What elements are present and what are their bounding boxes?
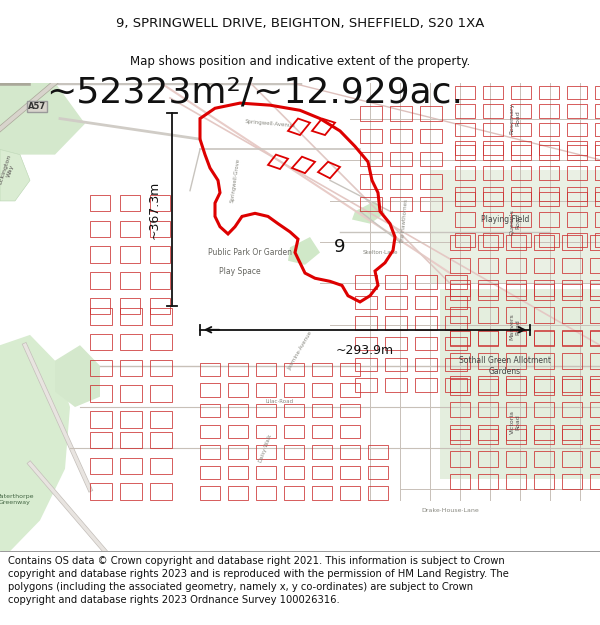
Polygon shape xyxy=(352,201,385,224)
Text: Waterthorpe
Greenway: Waterthorpe Greenway xyxy=(0,494,35,505)
Text: Springwell·Avenue: Springwell·Avenue xyxy=(245,119,295,128)
Polygon shape xyxy=(0,149,30,201)
Polygon shape xyxy=(0,335,70,551)
Text: 9, SPRINGWELL DRIVE, BEIGHTON, SHEFFIELD, S20 1XA: 9, SPRINGWELL DRIVE, BEIGHTON, SHEFFIELD… xyxy=(116,17,484,29)
Text: Sothall Green Allotment
Gardens: Sothall Green Allotment Gardens xyxy=(459,356,551,376)
Text: ~367.3m: ~367.3m xyxy=(148,181,161,239)
Text: A57: A57 xyxy=(28,102,46,111)
Polygon shape xyxy=(55,345,100,407)
Text: Drake·House·Lane: Drake·House·Lane xyxy=(421,508,479,512)
Polygon shape xyxy=(0,82,85,154)
Text: Lilac·Road: Lilac·Road xyxy=(266,399,294,404)
Text: Map shows position and indicative extent of the property.: Map shows position and indicative extent… xyxy=(130,56,470,68)
Text: Victoria
Road: Victoria Road xyxy=(509,411,520,434)
Polygon shape xyxy=(430,170,600,283)
Text: Queen's
Road: Queen's Road xyxy=(509,209,520,234)
Text: ~52323m²/~12.929ac.: ~52323m²/~12.929ac. xyxy=(47,76,464,110)
Polygon shape xyxy=(288,237,320,265)
Text: 9: 9 xyxy=(334,238,346,256)
Text: Springwell·Grove: Springwell·Grove xyxy=(229,158,241,203)
Text: ~293.9m: ~293.9m xyxy=(336,344,394,357)
Text: Rosemary
Road: Rosemary Road xyxy=(509,103,520,134)
Polygon shape xyxy=(440,289,600,479)
Text: Play Space: Play Space xyxy=(219,266,261,276)
Text: Manvers
Road: Manvers Road xyxy=(509,313,520,340)
Text: Skelton·Lane: Skelton·Lane xyxy=(362,250,398,255)
Text: Daisy·Walk: Daisy·Walk xyxy=(257,433,272,463)
Text: Jasmine·Avenue: Jasmine·Avenue xyxy=(287,330,313,371)
Text: The·Hawthornes: The·Hawthornes xyxy=(401,199,409,244)
Text: Public Park Or Garden: Public Park Or Garden xyxy=(208,248,292,257)
Text: Eckington
Way: Eckington Way xyxy=(0,154,18,187)
Text: Contains OS data © Crown copyright and database right 2021. This information is : Contains OS data © Crown copyright and d… xyxy=(8,556,509,605)
Text: Playing Field: Playing Field xyxy=(481,215,529,224)
